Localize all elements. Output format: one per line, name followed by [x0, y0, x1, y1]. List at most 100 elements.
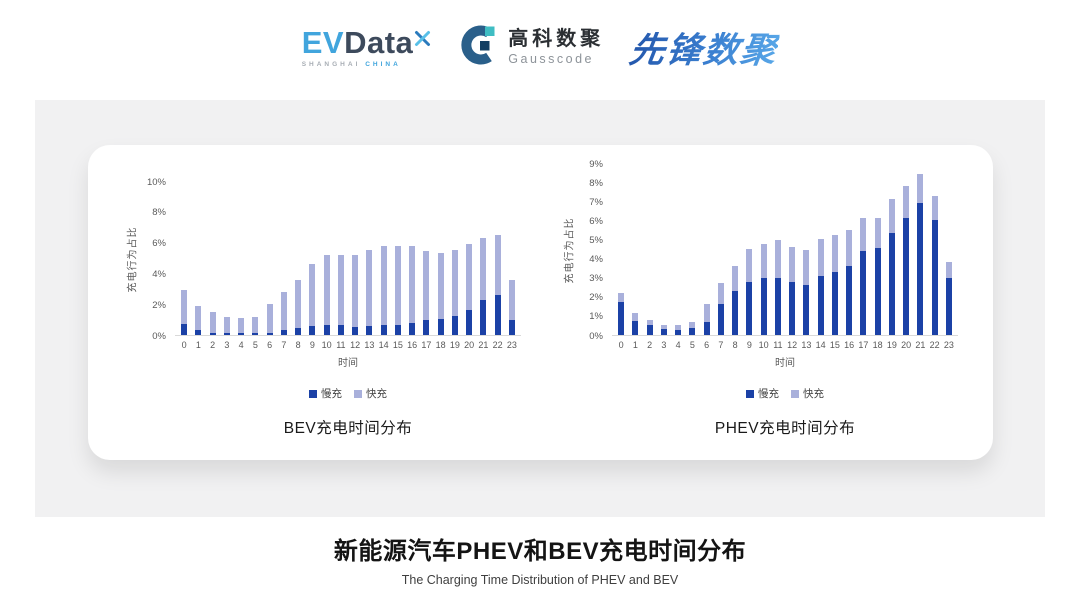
x-tick-label: 7	[281, 340, 287, 350]
bar-column	[263, 181, 277, 335]
bar-segment-slow	[280, 330, 287, 335]
stacked-bar	[380, 181, 387, 335]
bar-column	[742, 163, 756, 335]
stacked-bar	[903, 163, 910, 335]
bar-segment-slow	[874, 248, 881, 335]
x-tick-label: 8	[295, 340, 301, 350]
fast-charge-label: 快充	[366, 388, 387, 400]
bar-segment-slow	[238, 333, 245, 335]
y-tick-label: 6%	[589, 215, 603, 227]
stacked-bar	[888, 163, 895, 335]
bar-column	[391, 181, 405, 335]
phev-plot-row: 充电行为占比 0% 1% 2% 3% 4% 5% 6% 7% 8% 9%	[560, 159, 958, 340]
bar-column	[448, 181, 462, 335]
bar-segment-fast	[451, 249, 458, 316]
phev-y-axis-ticks: 0% 1% 2% 3% 4% 5% 6% 7% 8% 9%	[576, 159, 612, 340]
stacked-bar	[437, 181, 444, 335]
legend-item-slow: 慢充	[309, 386, 342, 401]
bev-y-axis-ticks: 0% 2% 4% 6% 8% 10%	[139, 177, 175, 340]
bar-segment-slow	[774, 277, 781, 335]
x-tick-label: 15	[829, 340, 840, 350]
x-tick-label: 7	[718, 340, 724, 350]
bar-column	[234, 181, 248, 335]
bar-segment-fast	[646, 319, 653, 326]
footer: 新能源汽车PHEV和BEV充电时间分布 The Charging Time Di…	[0, 531, 1080, 587]
stacked-bar	[337, 181, 344, 335]
bar-column	[657, 163, 671, 335]
bar-column	[785, 163, 799, 335]
stacked-bar	[774, 163, 781, 335]
bar-segment-slow	[817, 275, 824, 335]
y-tick-label: 3%	[589, 272, 603, 284]
phev-bars	[614, 163, 956, 335]
x-tick-label: 2	[647, 340, 653, 350]
bar-column	[220, 181, 234, 335]
bar-column	[348, 181, 362, 335]
bar-segment-fast	[352, 254, 359, 327]
bev-x-axis-ticks: 0 1 2 3 4 5 6 7 8 9 10 11 12 13 14 15 16 17 18 19 20 21 22 23	[175, 340, 521, 350]
stacked-bar	[494, 181, 501, 335]
bar-segment-fast	[803, 249, 810, 286]
x-tick-label: 9	[746, 340, 752, 350]
gausscode-cn-text: 高科数聚	[508, 28, 605, 51]
bar-segment-fast	[266, 304, 273, 333]
bar-column	[177, 181, 191, 335]
evdata-data-text: Data	[344, 24, 414, 60]
x-tick-label: 16	[407, 340, 418, 350]
bar-column	[291, 181, 305, 335]
bar-segment-slow	[675, 330, 682, 335]
gausscode-en-text: Gausscode	[508, 52, 594, 67]
stacked-bar	[238, 181, 245, 335]
bar-segment-fast	[746, 249, 753, 282]
bar-segment-fast	[223, 316, 230, 334]
stacked-bar	[646, 163, 653, 335]
bar-segment-slow	[746, 281, 753, 335]
bar-column	[714, 163, 728, 335]
stacked-bar	[931, 163, 938, 335]
bar-column	[491, 181, 505, 335]
stacked-bar	[803, 163, 810, 335]
bev-chart-title: BEV充电时间分布	[283, 420, 413, 437]
bar-column	[728, 163, 742, 335]
y-tick-label: 6%	[152, 237, 166, 249]
bar-segment-slow	[480, 299, 487, 335]
bar-segment-fast	[480, 238, 487, 300]
bar-segment-slow	[195, 330, 202, 335]
bar-segment-slow	[466, 310, 473, 335]
bar-column	[434, 181, 448, 335]
x-tick-label: 20	[901, 340, 912, 350]
x-tick-label: 2	[210, 340, 216, 350]
bar-segment-slow	[409, 322, 416, 335]
bar-segment-fast	[380, 245, 387, 325]
bev-plot-area	[175, 181, 521, 336]
stacked-bar	[703, 163, 710, 335]
y-tick-label: 5%	[589, 234, 603, 246]
bar-column	[685, 163, 699, 335]
stacked-bar	[181, 181, 188, 335]
bar-column	[334, 181, 348, 335]
bar-segment-slow	[888, 232, 895, 335]
stacked-bar	[309, 181, 316, 335]
bar-segment-slow	[660, 329, 667, 335]
bar-column	[362, 181, 376, 335]
bar-segment-slow	[437, 318, 444, 335]
bar-segment-fast	[760, 244, 767, 278]
bar-column	[462, 181, 476, 335]
stacked-bar	[223, 181, 230, 335]
phev-x-axis-title: 时间	[775, 358, 795, 369]
bar-segment-slow	[295, 328, 302, 335]
x-tick-label: 13	[364, 340, 375, 350]
x-tick-label: 12	[787, 340, 798, 350]
bar-segment-slow	[846, 266, 853, 335]
bar-segment-fast	[437, 253, 444, 319]
bar-column	[320, 181, 334, 335]
x-tick-label: 11	[336, 340, 346, 350]
evdata-x-mark-icon	[414, 21, 431, 52]
bar-column	[899, 163, 913, 335]
x-tick-label: 0	[618, 340, 624, 350]
bar-segment-slow	[732, 291, 739, 335]
bar-segment-fast	[874, 218, 881, 249]
bev-x-axis-title: 时间	[338, 358, 358, 369]
x-tick-label: 10	[758, 340, 769, 350]
bar-segment-slow	[451, 315, 458, 335]
